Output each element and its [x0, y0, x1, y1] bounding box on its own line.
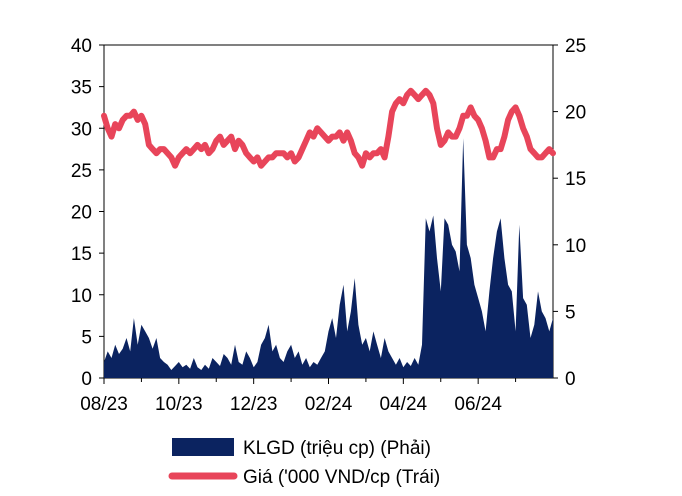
- legend-label-volume: KLGD (triệu cp) (Phải): [243, 438, 431, 459]
- axis-layer: 0 5 10 15 20 25 30 35 40 0 5 10 15 20 25 08/23 10/23 12/2…: [71, 36, 586, 415]
- price-line: [101, 87, 556, 169]
- legend-swatch-volume: [172, 438, 234, 456]
- series-layer: [101, 87, 556, 378]
- right-axis-tick-label: 0: [565, 369, 576, 390]
- volume-area: [104, 138, 553, 378]
- left-axis-tick-label: 30: [71, 119, 92, 140]
- x-axis-tick-label: 02/24: [305, 394, 353, 415]
- right-axis-tick-label: 20: [565, 103, 586, 124]
- left-axis-tick-label: 5: [81, 327, 92, 348]
- x-axis-tick-label: 06/24: [454, 394, 502, 415]
- left-axis-tick-label: 20: [71, 203, 92, 224]
- plot-frame: [103, 44, 554, 379]
- left-axis-tick-label: 25: [71, 161, 92, 182]
- right-axis-tick-label: 15: [565, 169, 586, 190]
- left-axis-tick-label: 0: [81, 369, 92, 390]
- left-axis-tick-label: 35: [71, 78, 92, 99]
- left-axis-tick-label: 10: [71, 286, 92, 307]
- x-axis-tick-label: 12/23: [230, 394, 278, 415]
- x-axis-tick-label: 10/23: [155, 394, 203, 415]
- left-axis-tick-label: 40: [71, 36, 92, 57]
- right-axis-tick-label: 25: [565, 36, 586, 57]
- legend-label-price: Giá ('000 VND/cp (Trái): [243, 467, 440, 488]
- legend: KLGD (triệu cp) (Phải) Giá ('000 VND/cp …: [168, 438, 440, 488]
- x-axis-tick-label: 04/24: [380, 394, 428, 415]
- right-axis-tick-label: 10: [565, 236, 586, 257]
- x-axis-tick-label: 08/23: [80, 394, 128, 415]
- left-axis-tick-label: 15: [71, 244, 92, 265]
- right-axis-tick-label: 5: [565, 302, 576, 323]
